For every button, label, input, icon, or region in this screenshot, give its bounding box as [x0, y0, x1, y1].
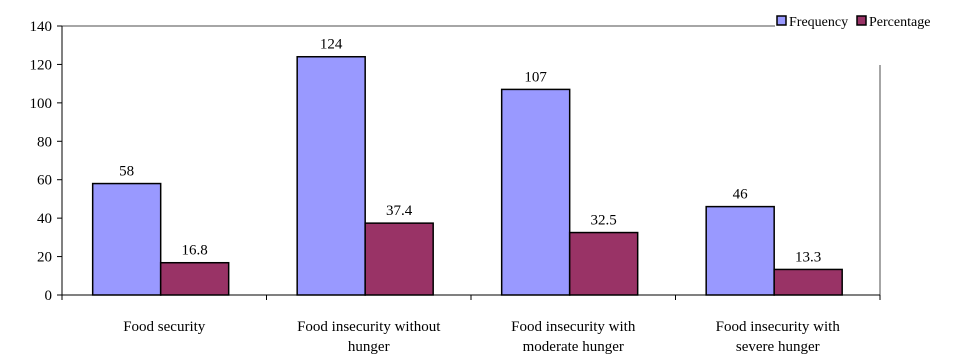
x-category-label-line: severe hunger — [736, 339, 820, 354]
data-labels: 58 124 107 46 16.8 37.4 32.5 13.3 — [119, 37, 821, 266]
x-category-label: Food insecurity with moderate hunger — [511, 319, 636, 354]
x-category-label: Food insecurity with severe hunger — [716, 319, 841, 354]
data-label-frequency: 107 — [524, 69, 547, 85]
bars — [91, 55, 843, 296]
legend-label-frequency: Frequency — [789, 15, 848, 30]
y-tick-label: 100 — [30, 96, 53, 112]
data-label-frequency: 124 — [320, 37, 343, 53]
bar-percentage — [159, 261, 230, 296]
data-label-percentage: 37.4 — [386, 203, 413, 219]
data-label-percentage: 32.5 — [591, 213, 617, 229]
y-tick-label: 120 — [30, 57, 53, 73]
data-label-percentage: 16.8 — [182, 243, 208, 259]
bar-frequency — [500, 88, 571, 296]
y-tick-label: 140 — [30, 19, 53, 35]
x-axis: Food security Food insecurity without hung… — [61, 294, 881, 354]
x-category-label: Food insecurity without hunger — [297, 319, 441, 354]
data-label-frequency: 46 — [733, 187, 749, 203]
x-category-label: Food security — [123, 319, 206, 335]
bar-frequency — [91, 182, 162, 296]
bar-percentage — [773, 268, 843, 296]
bar-frequency — [296, 55, 366, 296]
x-category-label-line: Food insecurity with — [716, 319, 841, 335]
y-tick-label: 60 — [37, 173, 52, 189]
bar-percentage — [364, 222, 434, 296]
y-tick-label: 40 — [37, 211, 52, 227]
data-label-percentage: 13.3 — [795, 249, 821, 265]
data-label-frequency: 58 — [119, 164, 134, 180]
x-category-label-line: Food insecurity without — [297, 319, 441, 335]
y-tick-label: 80 — [37, 134, 52, 150]
bar-percentage — [568, 231, 639, 296]
x-category-label-line: Food security — [123, 319, 206, 335]
legend-label-percentage: Percentage — [869, 15, 930, 30]
bar-frequency — [705, 205, 775, 296]
y-axis: 0 20 40 60 80 100 120 140 — [30, 19, 63, 304]
y-tick-label: 0 — [45, 288, 53, 304]
plot-frame — [62, 25, 881, 295]
legend-swatch-percentage — [856, 15, 867, 26]
y-tick-label: 20 — [37, 250, 52, 266]
legend: Frequency Percentage — [776, 15, 930, 30]
x-category-label-line: Food insecurity with — [511, 319, 636, 335]
x-category-label-line: moderate hunger — [523, 339, 624, 354]
legend-swatch-frequency — [776, 15, 787, 26]
x-category-label-line: hunger — [348, 339, 390, 354]
